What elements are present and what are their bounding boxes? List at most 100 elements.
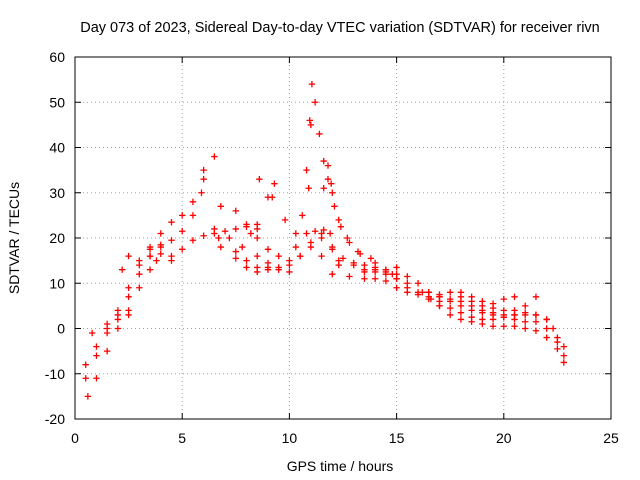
data-point	[393, 284, 400, 291]
data-point	[136, 284, 143, 291]
data-point	[532, 293, 540, 301]
data-point	[232, 207, 239, 215]
data-point	[179, 228, 186, 235]
data-point	[84, 393, 92, 400]
data-point	[189, 212, 197, 219]
y-tick-label: 20	[49, 230, 65, 246]
data-series	[82, 80, 568, 400]
data-point	[146, 246, 154, 253]
data-point	[168, 237, 175, 244]
data-point	[404, 280, 411, 287]
data-point	[311, 228, 319, 235]
data-point	[393, 264, 400, 271]
data-point	[296, 252, 304, 260]
data-point	[489, 311, 497, 319]
series-arc-11	[217, 243, 272, 276]
data-point	[93, 352, 100, 359]
data-point	[532, 327, 540, 334]
data-point	[200, 232, 207, 239]
data-point	[217, 243, 224, 251]
data-point	[468, 307, 475, 314]
data-point	[346, 239, 353, 246]
data-point	[221, 228, 229, 235]
data-point	[500, 323, 507, 330]
series-arc-4	[88, 311, 132, 337]
data-point	[324, 162, 332, 169]
data-point	[367, 255, 375, 262]
data-point	[305, 185, 312, 192]
data-point	[522, 325, 529, 332]
data-point	[436, 302, 443, 310]
data-point	[103, 329, 111, 337]
data-point	[371, 275, 379, 282]
data-point	[489, 304, 497, 312]
series-arc-15	[305, 80, 400, 282]
data-point	[344, 234, 351, 242]
data-point	[361, 275, 368, 282]
y-tick-label: 50	[49, 94, 65, 110]
data-point	[500, 313, 507, 321]
data-point	[232, 225, 239, 233]
data-point	[549, 325, 557, 332]
data-point	[335, 257, 342, 264]
series-arc-23	[447, 311, 568, 366]
data-point	[356, 250, 364, 258]
data-point	[118, 266, 126, 273]
data-point	[303, 230, 310, 237]
data-point	[93, 343, 100, 350]
data-point	[306, 117, 313, 124]
data-point	[226, 234, 233, 242]
data-point	[179, 212, 186, 219]
data-point	[393, 275, 400, 282]
data-point	[168, 257, 175, 264]
data-point	[198, 189, 205, 196]
data-point	[479, 309, 486, 316]
x-tick-label: 15	[389, 430, 405, 446]
data-point	[328, 180, 335, 187]
data-point	[447, 304, 454, 312]
x-tick-label: 5	[178, 430, 186, 446]
y-tick-label: -20	[45, 411, 65, 427]
y-tick-label: 0	[57, 321, 65, 337]
series-arc-6	[125, 241, 164, 260]
data-point	[281, 216, 289, 224]
y-tick-label: 60	[49, 49, 65, 65]
data-point	[331, 203, 338, 210]
data-point	[153, 257, 160, 264]
data-point	[339, 255, 347, 262]
data-point	[146, 252, 154, 260]
data-point	[200, 166, 207, 174]
series-arc-22	[436, 302, 568, 359]
axis-ticks: 0 5 10 15 20 25 -20 -10 0 10 20 30 40 50 60	[45, 49, 619, 446]
data-point	[254, 252, 261, 260]
data-point	[489, 323, 497, 330]
data-point	[543, 325, 550, 332]
data-point	[157, 241, 164, 248]
data-point	[371, 266, 379, 273]
data-point	[500, 307, 507, 314]
series-arc-14	[292, 117, 313, 251]
data-point	[316, 130, 323, 138]
y-tick-label: 10	[49, 275, 65, 291]
data-point	[292, 243, 300, 251]
data-point	[125, 293, 132, 301]
data-point	[232, 248, 239, 255]
data-point	[157, 230, 164, 237]
data-point	[522, 309, 529, 316]
data-point	[382, 266, 390, 273]
data-point	[308, 80, 316, 88]
data-point	[532, 318, 540, 325]
series-arc-13	[256, 175, 334, 237]
data-point	[88, 329, 96, 337]
data-point	[303, 166, 310, 174]
series-arc-17	[318, 252, 443, 298]
data-point	[114, 316, 122, 323]
data-point	[457, 309, 465, 316]
series-arc-10	[215, 234, 293, 276]
data-point	[243, 257, 250, 264]
data-point	[436, 293, 443, 301]
data-point	[560, 359, 568, 366]
data-point	[299, 212, 306, 219]
data-point	[103, 347, 111, 355]
data-point	[311, 99, 319, 106]
